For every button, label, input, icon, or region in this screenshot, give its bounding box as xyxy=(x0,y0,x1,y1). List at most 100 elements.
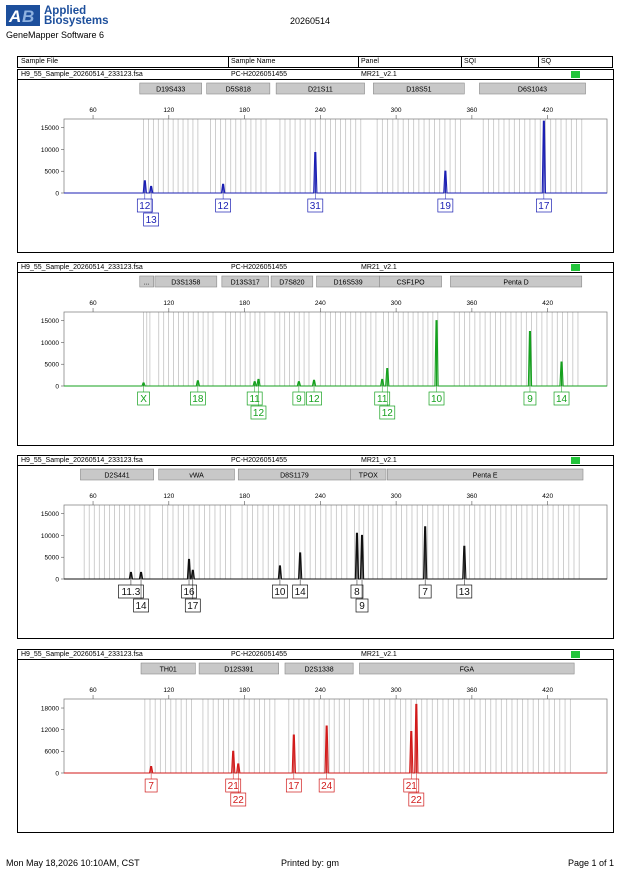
allele-call-label: 19 xyxy=(440,201,452,212)
locus-label: D5S818 xyxy=(226,87,251,94)
allele-call: 11 xyxy=(374,391,391,406)
allele-call-label: 24 xyxy=(321,781,333,792)
electropherogram-panel-red: H9_55_Sample_20260514_233123.fsa PC-H202… xyxy=(17,649,614,833)
allele-call: 22 xyxy=(230,792,247,807)
run-date: 20260514 xyxy=(289,16,331,26)
sample-info-row: H9_55_Sample_20260514_233123.fsa PC-H202… xyxy=(18,263,613,273)
print-timestamp: Mon May 18,2026 10:10AM, CST xyxy=(6,858,140,868)
sample-file: H9_55_Sample_20260514_233123.fsa xyxy=(21,651,143,658)
allele-call-label: 7 xyxy=(422,587,428,598)
allele-call: 24 xyxy=(318,778,335,793)
x-tick-label: 60 xyxy=(89,107,97,114)
signal-trace xyxy=(64,120,607,194)
allele-call-label: 17 xyxy=(187,601,199,612)
allele-call-label: 11 xyxy=(377,394,388,405)
quality-flag-icon xyxy=(571,71,580,78)
allele-call-label: 17 xyxy=(288,781,300,792)
locus-label: D2S1338 xyxy=(304,667,333,674)
locus-label: vWA xyxy=(189,473,204,480)
x-tick-label: 60 xyxy=(89,493,97,500)
x-tick-label: 420 xyxy=(542,493,553,500)
y-tick-label: 10000 xyxy=(41,533,59,540)
sample-name: PC-H2026051455 xyxy=(231,457,288,464)
allele-call: 31 xyxy=(307,198,324,213)
sample-info-row: H9_55_Sample_20260514_233123.fsa PC-H202… xyxy=(18,650,613,660)
electropherogram-panel-black: H9_55_Sample_20260514_233123.fsa PC-H202… xyxy=(17,455,614,639)
x-tick-label: 240 xyxy=(315,107,326,114)
ab-logo-icon: A B xyxy=(6,5,40,26)
allele-call: 10 xyxy=(272,584,288,599)
col-sq: SQ xyxy=(541,58,552,65)
allele-call-label: 12 xyxy=(382,408,394,419)
allele-call-label: 9 xyxy=(359,601,365,612)
allele-call-label: 9 xyxy=(296,394,302,405)
allele-call-label: 13 xyxy=(146,215,158,226)
panel-name: MR21_v2.1 xyxy=(361,264,397,271)
panel-name: MR21_v2.1 xyxy=(361,651,397,658)
locus-label: D13S317 xyxy=(231,280,260,287)
x-tick-label: 420 xyxy=(542,300,553,307)
allele-call-label: 12 xyxy=(308,394,320,405)
x-tick-label: 120 xyxy=(163,687,174,694)
locus-bar xyxy=(270,275,314,288)
x-tick-label: 360 xyxy=(466,687,477,694)
allele-call-label: 13 xyxy=(459,587,471,598)
allele-call-label: 14 xyxy=(556,394,568,405)
y-tick-label: 5000 xyxy=(45,555,60,562)
locus-label: D8S1179 xyxy=(280,473,309,480)
locus-label: D21S11 xyxy=(308,87,333,94)
allele-call-label: 21 xyxy=(406,781,418,792)
x-tick-label: 120 xyxy=(163,107,174,114)
y-tick-label: 15000 xyxy=(41,318,59,325)
y-tick-label: 0 xyxy=(55,190,59,197)
col-sample-file: Sample File xyxy=(21,58,58,65)
allele-call: X xyxy=(137,391,150,406)
allele-call-label: 31 xyxy=(310,201,322,212)
allele-call: 14 xyxy=(553,391,570,406)
allele-call-label: 12 xyxy=(253,408,265,419)
locus-bar xyxy=(379,275,442,288)
locus-label: TPOX xyxy=(359,473,378,480)
svg-text:A: A xyxy=(8,7,21,26)
plot-frame xyxy=(63,698,608,774)
allele-call-label: X xyxy=(140,394,147,405)
allele-call-label: 14 xyxy=(295,587,307,598)
y-tick-label: 12000 xyxy=(41,727,59,734)
x-tick-label: 240 xyxy=(315,687,326,694)
sample-info-row: H9_55_Sample_20260514_233123.fsa PC-H202… xyxy=(18,70,613,80)
page-number: Page 1 of 1 xyxy=(567,858,614,868)
locus-bar xyxy=(479,82,586,95)
allele-call-label: 18 xyxy=(192,394,204,405)
locus-bar xyxy=(221,275,269,288)
plot-frame xyxy=(63,504,608,580)
panel-name: MR21_v2.1 xyxy=(361,457,397,464)
x-tick-label: 180 xyxy=(239,107,250,114)
locus-bar xyxy=(139,82,202,95)
signal-trace xyxy=(64,526,607,580)
x-tick-label: 240 xyxy=(315,300,326,307)
locus-label: D12S391 xyxy=(224,667,253,674)
quality-flag-icon xyxy=(571,651,580,658)
y-tick-label: 10000 xyxy=(41,147,59,154)
software-name: GeneMapper Software 6 xyxy=(6,30,105,40)
allele-call-label: 10 xyxy=(274,587,286,598)
locus-label: D18S51 xyxy=(406,87,431,94)
locus-bar xyxy=(284,662,354,675)
allele-call: 10 xyxy=(428,391,445,406)
x-tick-label: 180 xyxy=(239,493,250,500)
x-tick-label: 60 xyxy=(89,300,97,307)
locus-label: D19S433 xyxy=(156,87,185,94)
svg-text:B: B xyxy=(22,7,34,26)
allele-call-label: 11 xyxy=(249,394,260,405)
allele-call: 12 xyxy=(250,405,267,420)
x-tick-label: 180 xyxy=(239,687,250,694)
allele-call-label: 14 xyxy=(135,601,147,612)
allele-call: 21 xyxy=(225,778,242,793)
applied-biosystems-logo: A B Applied Biosystems xyxy=(6,4,110,38)
col-sqi: SQI xyxy=(464,58,477,65)
y-tick-label: 5000 xyxy=(45,169,60,176)
y-tick-label: 0 xyxy=(55,576,59,583)
allele-call-label: 10 xyxy=(431,394,443,405)
allele-call-label: 22 xyxy=(233,795,245,806)
sample-name: PC-H2026051455 xyxy=(231,71,288,78)
